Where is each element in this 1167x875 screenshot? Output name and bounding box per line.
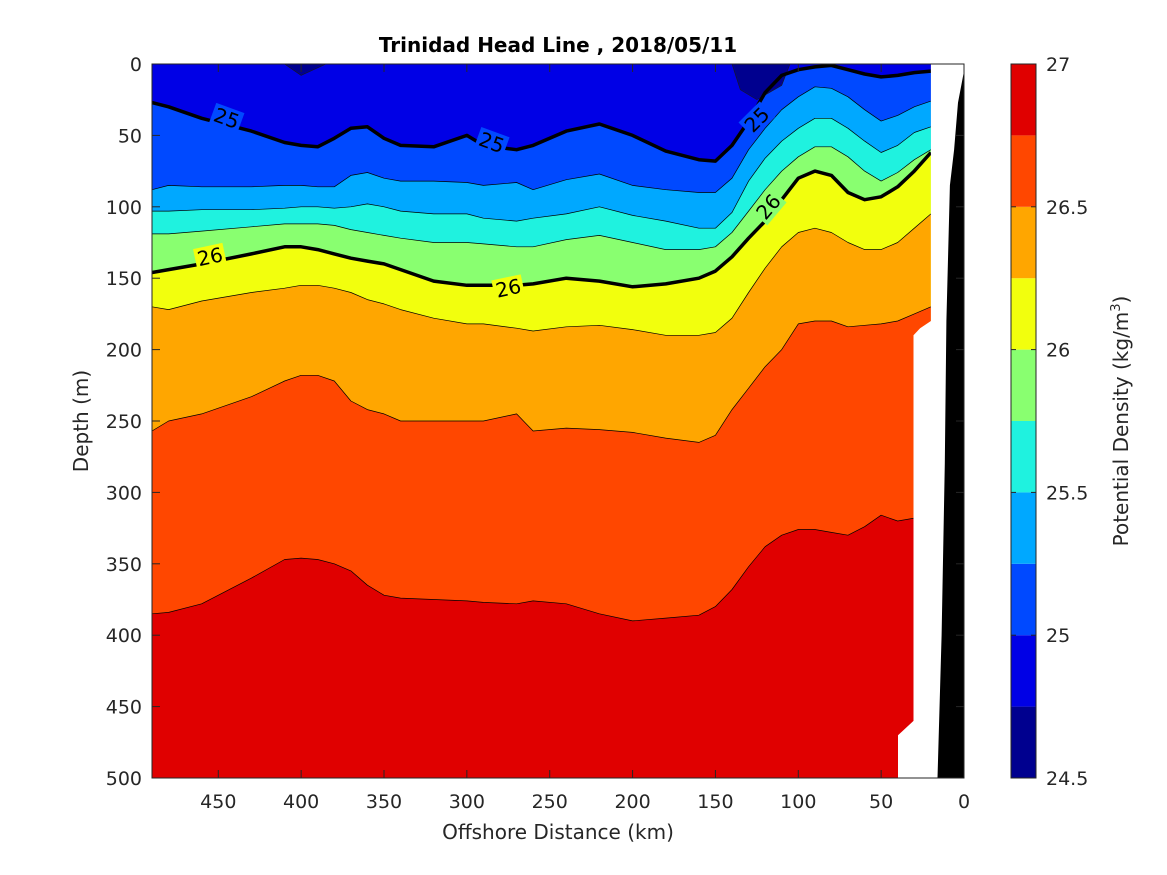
- x-axis-ticks: 450 400 350 300 250 200 150 100 50 0: [200, 64, 970, 813]
- x-tick-label: 200: [614, 791, 650, 813]
- y-tick-label: 300: [106, 482, 142, 504]
- colorbar-tick-label: 25.5: [1046, 482, 1088, 504]
- isopycnal-26: [152, 151, 933, 289]
- colorbar-label-sup: 3: [1109, 303, 1124, 311]
- colorbar-swatch-0: [1011, 706, 1036, 778]
- contour-label-halo: [473, 127, 510, 158]
- colorbar-swatch-7: [1011, 206, 1036, 279]
- x-tick-label: 50: [869, 791, 893, 813]
- colorbar-swatch-8: [1011, 135, 1036, 207]
- x-tick-label: 0: [958, 791, 970, 813]
- colorbar-swatch-6: [1011, 278, 1036, 350]
- contour-label-halo: [193, 242, 227, 271]
- isopycnal-25.5: [152, 117, 932, 229]
- y-axis-ticks: 0 50 100 150 200 250 300 350 400 450 500: [106, 54, 964, 790]
- isopycnal-25: [152, 64, 932, 163]
- y-tick-label: 500: [106, 768, 142, 790]
- contour-label-4: 26: [491, 274, 526, 303]
- colorbar-label-end: ): [1109, 296, 1133, 304]
- x-tick-label: 400: [283, 791, 319, 813]
- isopycnal-25.25: [152, 86, 932, 193]
- contour-label-halo: [208, 102, 245, 134]
- colorbar: [1010, 63, 1037, 779]
- density-band-9: [152, 513, 931, 778]
- contour-label-halo: [491, 274, 526, 303]
- colorbar-label-main: Potential Density (kg/m: [1109, 312, 1133, 547]
- colorbar-swatch-5: [1011, 349, 1036, 421]
- colorbar-swatch-1: [1011, 635, 1036, 707]
- colorbar-tick-label: 27: [1046, 54, 1070, 76]
- colorbar-swatch-9: [1011, 64, 1036, 136]
- contour-label-text: 26: [493, 274, 523, 303]
- x-tick-label: 250: [532, 791, 568, 813]
- x-axis-label: Offshore Distance (km): [442, 820, 674, 844]
- y-tick-label: 0: [130, 54, 142, 76]
- contour-label-3: 26: [193, 242, 227, 271]
- isopycnal-26.25: [152, 213, 932, 336]
- colorbar-swatch-4: [1011, 421, 1036, 493]
- colorbar-swatch-2: [1011, 563, 1036, 636]
- colorbar-tick-label: 26.5: [1046, 197, 1088, 219]
- x-tick-label: 150: [697, 791, 733, 813]
- x-tick-label: 100: [780, 791, 816, 813]
- surface-patch-1: [731, 64, 791, 101]
- contour-label-halo: [738, 101, 776, 139]
- x-tick-label: 300: [449, 791, 485, 813]
- y-tick-label: 50: [118, 125, 142, 147]
- y-tick-label: 400: [106, 625, 142, 647]
- y-tick-label: 350: [106, 554, 142, 576]
- colorbar-label: Potential Density (kg/m3): [1109, 296, 1133, 547]
- colorbar-ticks: 24.5 25 25.5 26 26.5 27: [1011, 54, 1088, 790]
- isopycnal-lines: [152, 64, 933, 622]
- colorbar-tick-label: 25: [1046, 625, 1070, 647]
- y-tick-label: 150: [106, 268, 142, 290]
- y-tick-label: 200: [106, 340, 142, 362]
- isopycnal-26.5: [152, 306, 932, 443]
- y-tick-label: 450: [106, 697, 142, 719]
- colorbar-frame: [1010, 63, 1037, 779]
- colorbar-swatch-3: [1011, 492, 1036, 564]
- x-tick-label: 450: [200, 791, 236, 813]
- isopycnal-25.75: [152, 146, 932, 250]
- colorbar-tick-label: 26: [1046, 340, 1070, 362]
- chart-title: Trinidad Head Line , 2018/05/11: [379, 33, 737, 57]
- y-tick-label: 250: [106, 411, 142, 433]
- y-tick-label: 100: [106, 197, 142, 219]
- surface-patch-0: [284, 64, 327, 76]
- x-tick-label: 350: [366, 791, 402, 813]
- contour-label-text: 26: [195, 242, 225, 271]
- bathymetry-mask: [898, 64, 964, 778]
- density-filled-contours: [152, 64, 964, 778]
- contour-label-halo: [750, 188, 787, 226]
- seafloor: [937, 71, 964, 778]
- isopycnal-26.75: [152, 513, 931, 622]
- colorbar-tick-label: 24.5: [1046, 768, 1088, 790]
- y-axis-label: Depth (m): [69, 370, 93, 472]
